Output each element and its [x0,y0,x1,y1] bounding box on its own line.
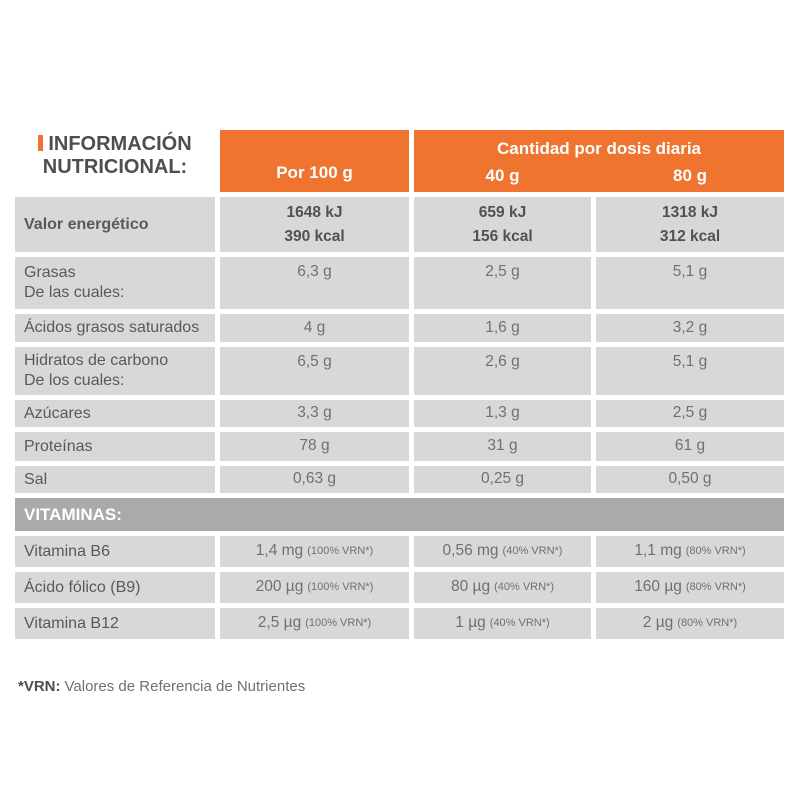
row-label-line2: De los cuales: [24,372,125,389]
row-label-line1: Hidratos de carbono [24,352,169,369]
row-label: Ácido fólico (B9) [15,572,215,603]
table-title-line1: INFORMACIÓN [48,133,192,155]
value-cell: 3,3 g [220,400,409,427]
column-header-40g: 40 g [485,165,520,185]
value-kcal: 390 kcal [284,227,345,245]
daily-dose-amounts: 40 g 80 g [414,165,784,188]
footnote-abbr: *VRN: [18,678,61,695]
column-header-80g: 80 g [672,165,708,185]
vitamin-amount: 1,4 mg [255,542,304,560]
value-cell: 6,3 g [220,257,409,309]
value-cell: 2,5 g [414,257,591,309]
vrn-percent: (100% VRN*) [305,617,372,630]
row-label: Azúcares [15,400,215,427]
table-row-valor-energetico: Valor energético 1648 kJ 390 kcal 659 kJ 1… [15,197,784,252]
table-row-proteinas: Proteínas 78 g 31 g 61 g [15,432,784,461]
vitamin-amount: 200 µg [255,578,304,596]
table-title: INFORMACIÓN NUTRICIONAL: [15,130,215,192]
value-cell: 4 g [220,314,409,342]
vrn-percent: (100% VRN*) [307,581,374,594]
section-header-vitaminas: VITAMINAS: [15,498,784,531]
nutrition-table: INFORMACIÓN NUTRICIONAL: Por 100 g Canti… [15,130,784,639]
value-cell: 1318 kJ 312 kcal [596,197,784,252]
value-cell: 200 µg (100% VRN*) [220,572,409,603]
row-label: Hidratos de carbono De los cuales: [15,347,215,395]
value-cell: 659 kJ 156 kcal [414,197,591,252]
table-row-acido-folico-b9: Ácido fólico (B9) 200 µg (100% VRN*) 80 µ… [15,572,784,603]
vrn-percent: (40% VRN*) [489,617,550,630]
row-label: Proteínas [15,432,215,461]
table-row-grasas: Grasas De las cuales: 6,3 g 2,5 g 5,1 g [15,257,784,309]
table-row-acidos-grasos-saturados: Ácidos grasos saturados 4 g 1,6 g 3,2 g [15,314,784,342]
value-kj: 1648 kJ [286,204,343,222]
daily-dose-title: Cantidad por dosis diaria [496,139,702,158]
value-cell: 2,5 g [596,400,784,427]
value-cell: 1648 kJ 390 kcal [220,197,409,252]
vrn-percent: (80% VRN*) [685,581,746,594]
vitamin-amount: 1 µg [455,614,486,632]
vitamin-amount: 2,5 µg [257,614,302,632]
value-cell: 2,5 µg (100% VRN*) [220,608,409,639]
vrn-percent: (80% VRN*) [685,545,746,558]
vrn-percent: (40% VRN*) [502,545,563,558]
value-cell: 1,6 g [414,314,591,342]
row-label-line2: De las cuales: [24,284,125,301]
table-row-sal: Sal 0,63 g 0,25 g 0,50 g [15,466,784,493]
value-cell: 61 g [596,432,784,461]
value-cell: 80 µg (40% VRN*) [414,572,591,603]
row-label: Vitamina B12 [15,608,215,639]
value-cell: 1 µg (40% VRN*) [414,608,591,639]
table-row-vitamina-b12: Vitamina B12 2,5 µg (100% VRN*) 1 µg (40% … [15,608,784,639]
value-kj: 1318 kJ [661,204,719,222]
value-cell: 5,1 g [596,257,784,309]
value-cell: 0,50 g [596,466,784,493]
vrn-percent: (40% VRN*) [494,581,554,594]
value-cell: 3,2 g [596,314,784,342]
row-label: Sal [15,466,215,493]
value-cell: 0,63 g [220,466,409,493]
vitamin-amount: 1,1 mg [634,542,682,560]
value-kj: 659 kJ [478,204,527,222]
value-cell: 0,25 g [414,466,591,493]
vitamin-amount: 2 µg [642,614,674,632]
table-row-hidratos-de-carbono: Hidratos de carbono De los cuales: 6,5 g … [15,347,784,395]
value-cell: 6,5 g [220,347,409,395]
row-label: Ácidos grasos saturados [15,314,215,342]
vitamin-amount: 160 µg [634,578,682,596]
row-label-line1: Grasas [24,264,76,281]
footnote: *VRN: Valores de Referencia de Nutrientes [18,678,305,695]
value-cell: 160 µg (80% VRN*) [596,572,784,603]
row-label: Vitamina B6 [15,536,215,567]
table-title-line2: NUTRICIONAL: [42,156,188,178]
vitamin-amount: 80 µg [450,578,491,596]
value-cell: 2 µg (80% VRN*) [596,608,784,639]
value-cell: 78 g [220,432,409,461]
column-header-per-100g: Por 100 g [220,130,409,192]
value-cell: 31 g [414,432,591,461]
column-header-daily-dose: Cantidad por dosis diaria 40 g 80 g [414,130,784,192]
table-header-row: INFORMACIÓN NUTRICIONAL: Por 100 g Canti… [15,130,784,192]
accent-bar-icon [38,135,44,151]
value-cell: 1,1 mg (80% VRN*) [596,536,784,567]
value-kcal: 156 kcal [472,227,533,245]
value-cell: 1,4 mg (100% VRN*) [220,536,409,567]
value-kcal: 312 kcal [659,227,721,245]
vrn-percent: (100% VRN*) [307,545,374,558]
table-row-azucares: Azúcares 3,3 g 1,3 g 2,5 g [15,400,784,427]
row-label: Valor energético [15,197,215,252]
footnote-text: Valores de Referencia de Nutrientes [64,678,306,695]
value-cell: 0,56 mg (40% VRN*) [414,536,591,567]
vitamin-amount: 0,56 mg [442,542,499,560]
value-cell: 2,6 g [414,347,591,395]
vrn-percent: (80% VRN*) [677,617,738,630]
value-cell: 1,3 g [414,400,591,427]
value-cell: 5,1 g [596,347,784,395]
table-row-vitamina-b6: Vitamina B6 1,4 mg (100% VRN*) 0,56 mg (40… [15,536,784,567]
row-label: Grasas De las cuales: [15,257,215,309]
